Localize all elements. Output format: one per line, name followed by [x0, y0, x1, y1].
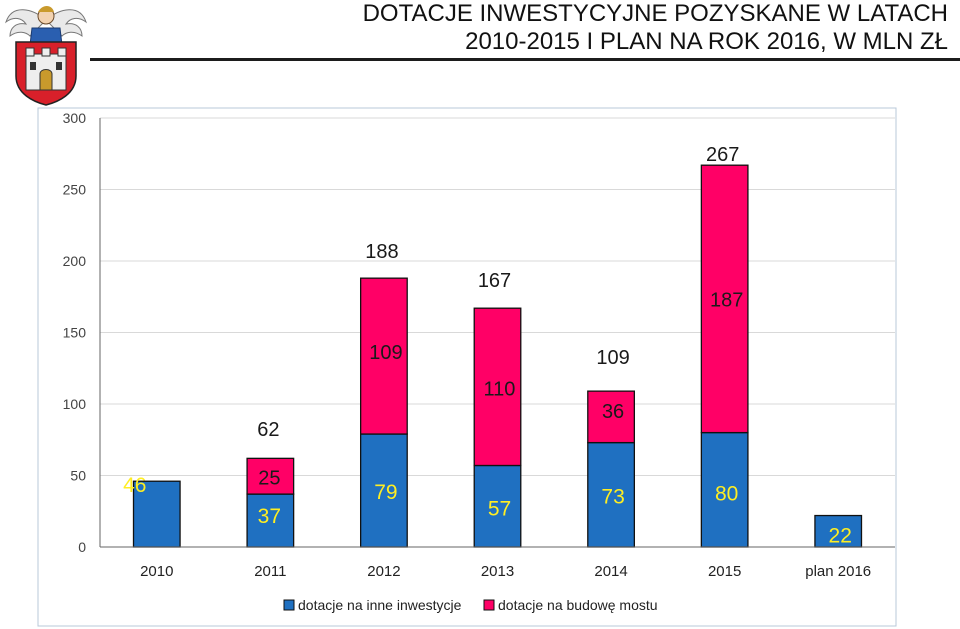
coat-of-arms-icon: [5, 6, 87, 106]
data-label-inne: 46: [123, 474, 146, 497]
x-category-label: 2011: [254, 563, 286, 580]
bar-segment-inne: [132, 480, 181, 548]
data-label-inne: 22: [829, 525, 852, 548]
data-label-inne: 79: [374, 481, 397, 504]
bars: 46 37 25 62 79 109 188 57 110 167 73 36 109 80 187 267 2…: [123, 144, 863, 548]
y-tick-label: 150: [63, 325, 87, 341]
legend-label: dotacje na inne inwestycje: [298, 597, 462, 613]
bar-segment-most: [246, 457, 295, 495]
data-label-total: 188: [365, 241, 398, 263]
data-label-inne: 57: [488, 497, 511, 520]
legend-swatch: [483, 599, 495, 611]
bar-segment-most: [700, 164, 749, 434]
bar-segment-most: [587, 390, 636, 444]
data-label-total: 167: [478, 270, 511, 292]
data-label-inne: 37: [258, 505, 281, 528]
chart-frame: [37, 107, 897, 627]
bar-segment-inne: [359, 433, 408, 548]
data-label-total: 267: [706, 144, 739, 166]
y-tick-label: 0: [78, 539, 86, 555]
page-title: DOTACJE INWESTYCYJNE POZYSKANE W LATACH …: [363, 0, 948, 56]
y-tick-label: 250: [63, 182, 87, 198]
legend-label: dotacje na budowę mostu: [498, 597, 658, 613]
bar-segment-inne: [814, 514, 863, 548]
bar-segment-inne: [587, 441, 636, 548]
x-category-label: plan 2016: [805, 563, 871, 580]
y-tick-label: 100: [63, 396, 87, 412]
header-rule: [90, 58, 960, 61]
legend: dotacje na inne inwestycje dotacje na bud…: [283, 597, 658, 613]
y-tick-label: 200: [63, 253, 87, 269]
data-label-most: 36: [602, 401, 624, 423]
x-category-label: 2010: [140, 563, 173, 580]
y-ticks: 0 50 100 150 200 250 300: [63, 110, 87, 555]
title-line-2: 2010-2015 I PLAN NA ROK 2016, W MLN ZŁ: [465, 28, 948, 55]
data-label-inne: 80: [715, 483, 738, 506]
bar-segment-inne: [473, 464, 522, 548]
legend-swatch: [283, 599, 295, 611]
data-label-inne: 73: [601, 486, 624, 509]
x-category-label: 2012: [367, 563, 400, 580]
data-label-most: 109: [369, 342, 402, 364]
x-category-label: 2014: [594, 563, 627, 580]
y-tick-label: 300: [63, 110, 87, 126]
data-label-total: 62: [257, 419, 279, 441]
title-line-1: DOTACJE INWESTYCYJNE POZYSKANE W LATACH: [362, 0, 948, 27]
x-category-label: 2015: [708, 563, 741, 580]
data-label-most: 187: [710, 290, 743, 312]
y-tick-label: 50: [70, 468, 86, 484]
bar-segment-most: [359, 277, 408, 435]
data-label-most: 25: [258, 467, 280, 489]
bar-segment-most: [473, 307, 522, 467]
x-categories: 2010 2011 2012 2013 2014 2015 plan 2016: [140, 563, 871, 580]
x-category-label: 2013: [481, 563, 514, 580]
data-label-total: 109: [596, 347, 629, 369]
data-label-most: 110: [484, 378, 516, 400]
